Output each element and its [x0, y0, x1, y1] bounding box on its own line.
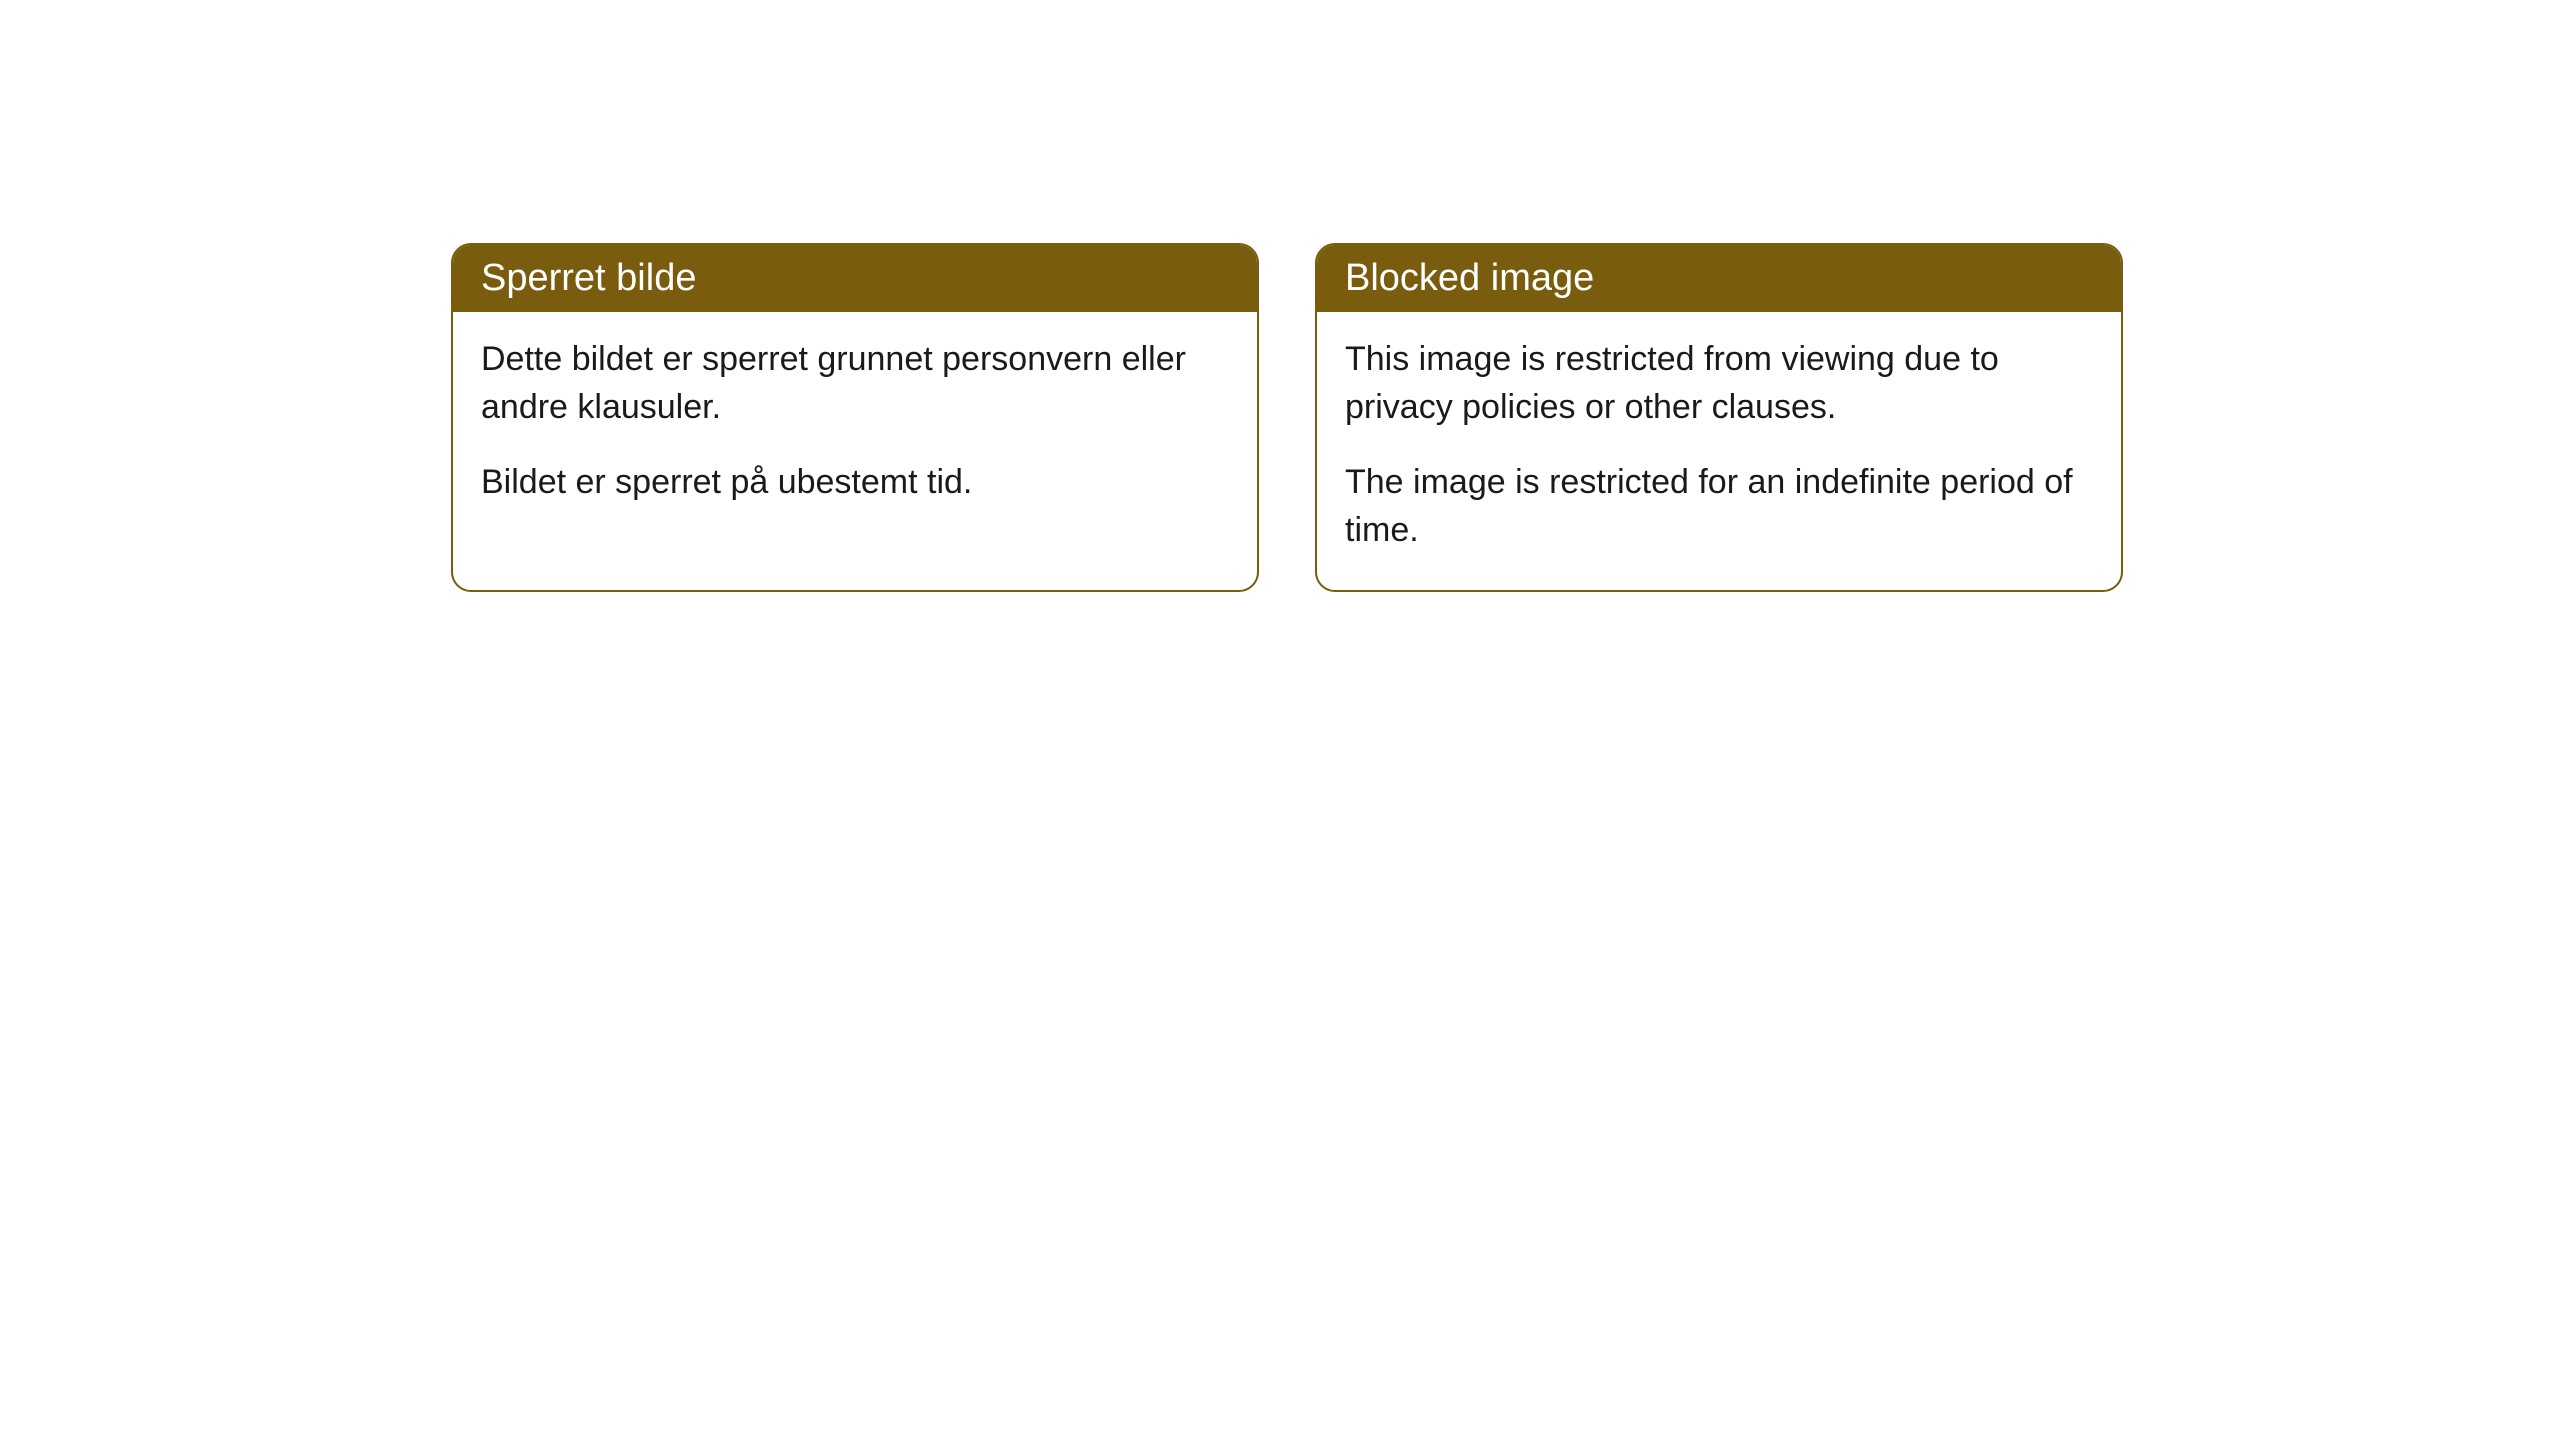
card-body-english: This image is restricted from viewing du…	[1317, 312, 2121, 590]
card-english: Blocked image This image is restricted f…	[1315, 243, 2123, 592]
card-norwegian: Sperret bilde Dette bildet er sperret gr…	[451, 243, 1259, 592]
card-title: Blocked image	[1345, 257, 1594, 299]
card-paragraph-2: The image is restricted for an indefinit…	[1345, 459, 2093, 554]
card-title: Sperret bilde	[481, 257, 696, 299]
card-paragraph-1: This image is restricted from viewing du…	[1345, 336, 2093, 431]
card-header-norwegian: Sperret bilde	[453, 245, 1257, 312]
card-paragraph-2: Bildet er sperret på ubestemt tid.	[481, 459, 1229, 507]
card-body-norwegian: Dette bildet er sperret grunnet personve…	[453, 312, 1257, 543]
cards-container: Sperret bilde Dette bildet er sperret gr…	[451, 243, 2123, 592]
card-header-english: Blocked image	[1317, 245, 2121, 312]
card-paragraph-1: Dette bildet er sperret grunnet personve…	[481, 336, 1229, 431]
